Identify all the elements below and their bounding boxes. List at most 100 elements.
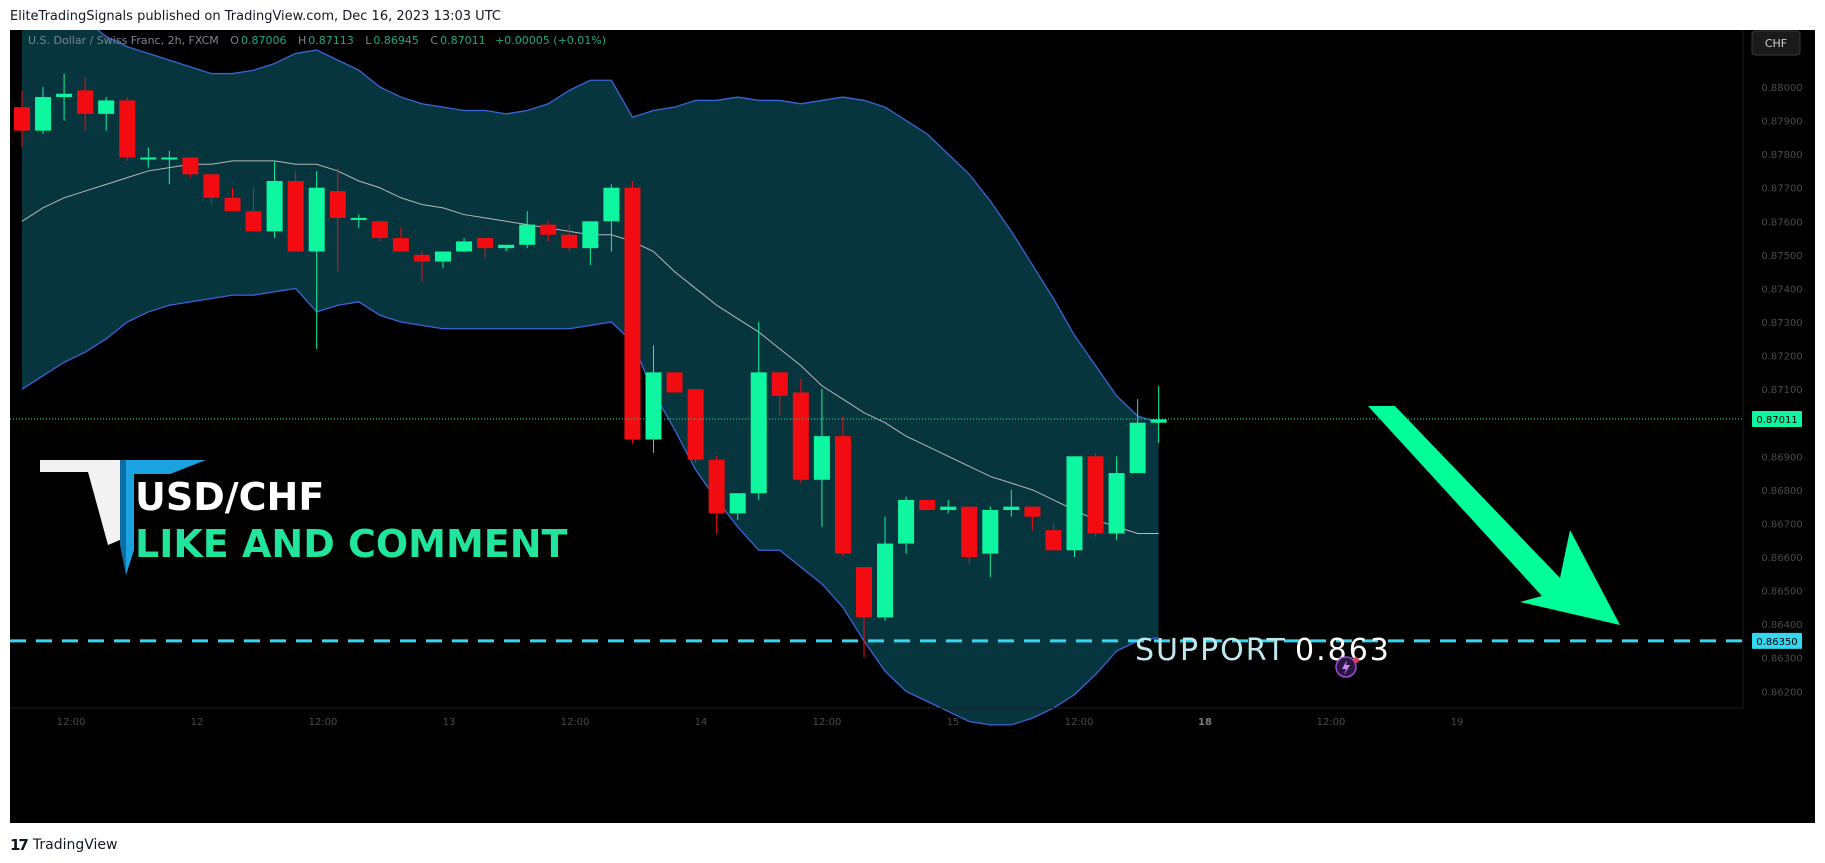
candle-body [413, 254, 430, 262]
candle-body [329, 191, 346, 218]
candle [14, 90, 30, 148]
time-tick: 15 [947, 717, 960, 728]
candle [834, 416, 851, 557]
candle-body [371, 221, 388, 239]
price-tick: 0.86500 [1761, 587, 1802, 598]
price-chart[interactable]: U.S. Dollar / Swiss Franc, 2h, FXCM O 0.8… [10, 0, 1815, 823]
support-price-badge-text: 0.86350 [1756, 637, 1797, 648]
candle-body [1150, 419, 1167, 423]
candle-body [877, 543, 894, 618]
candle [1108, 456, 1125, 541]
candle-body [98, 100, 115, 114]
overlays [10, 406, 1743, 643]
time-tick: 14 [695, 717, 708, 728]
legend-h-label: H [298, 34, 306, 47]
candle [856, 567, 872, 658]
candles [14, 73, 1167, 658]
last-price-badge-text: 0.87011 [1756, 415, 1797, 426]
time-tick: 12:00 [561, 717, 590, 728]
candle [456, 238, 473, 252]
candle [1129, 399, 1146, 474]
candle-body [856, 567, 872, 618]
price-tick: 0.87600 [1761, 217, 1802, 228]
candle [266, 160, 283, 239]
candle-body [1129, 422, 1146, 474]
candle [519, 211, 536, 249]
legend-o-label: O [230, 34, 239, 47]
candle-body [940, 506, 957, 510]
price-tick: 0.86300 [1761, 654, 1802, 665]
candle-body [834, 436, 851, 554]
candle [961, 506, 978, 564]
candle [919, 499, 936, 510]
price-tick: 0.86400 [1761, 620, 1802, 631]
candle [813, 389, 830, 527]
publish-info: EliteTradingSignals published on Trading… [10, 9, 501, 24]
candle-body [750, 372, 767, 494]
candle-body [14, 107, 30, 131]
legend-low: 0.86945 [373, 34, 419, 47]
candle-body [161, 157, 178, 160]
trading-signals-logo [40, 460, 206, 575]
band-lower-line [21, 287, 1159, 726]
legend-change: +0.00005 (+0.01%) [495, 34, 606, 47]
legend-c-label: C [430, 34, 438, 47]
time-tick: 12:00 [57, 717, 86, 728]
tradingview-logo-icon: 17 [10, 836, 29, 854]
time-axis[interactable]: 12:00 12 12:00 13 12:00 14 12:00 15 12:00 18 12:00… [10, 707, 1743, 728]
price-tick: 0.86900 [1761, 452, 1802, 463]
price-tick: 0.87900 [1761, 117, 1802, 128]
candle-body [77, 90, 94, 114]
price-tick: 0.87500 [1761, 251, 1802, 262]
candle [729, 493, 746, 521]
candle [203, 174, 220, 205]
candle-body [729, 493, 746, 514]
tradingview-brand[interactable]: TradingView [32, 837, 118, 853]
candle-body [708, 459, 725, 514]
candle [77, 76, 94, 131]
price-axis[interactable]: 0.88000 0.87900 0.87800 0.87700 0.87600 0.875… [1742, 30, 1803, 708]
currency-button[interactable]: CHF [1751, 30, 1801, 56]
candle-body [624, 187, 641, 440]
candle [119, 97, 136, 161]
candle [708, 456, 725, 534]
time-tick: 12:00 [1317, 717, 1346, 728]
candle [1003, 489, 1020, 517]
candle-body [961, 506, 978, 557]
candle-body [477, 238, 494, 249]
time-tick: 12:00 [1065, 717, 1094, 728]
candle [750, 322, 767, 500]
time-tick: 12:00 [309, 717, 338, 728]
candle-body [898, 499, 915, 544]
candle [224, 187, 241, 212]
candle-body [245, 211, 262, 232]
candle-body [645, 372, 662, 440]
candle [771, 372, 788, 416]
candle-body [182, 157, 199, 175]
candle-body [287, 181, 304, 252]
candle [413, 251, 430, 282]
candle-body [224, 197, 241, 212]
candle [35, 87, 52, 134]
flash-icon[interactable] [1335, 656, 1359, 678]
candle-body [56, 93, 73, 98]
pair-title: USD/CHF [135, 475, 324, 519]
price-tick: 0.87700 [1761, 184, 1802, 195]
candle-body [456, 241, 473, 252]
support-price-badge-bg [1752, 632, 1802, 649]
candle-body [582, 221, 599, 249]
candle-body [771, 372, 788, 396]
candle [308, 170, 325, 349]
candle [982, 506, 999, 578]
chart-area[interactable]: U.S. Dollar / Swiss Franc, 2h, FXCM O 0.8… [10, 0, 1815, 823]
price-tick: 0.87200 [1761, 352, 1802, 363]
candle-body [1066, 456, 1083, 551]
candle [1066, 456, 1083, 557]
candle-body [392, 238, 409, 252]
price-tick: 0.87400 [1761, 284, 1802, 295]
candle-body [203, 174, 220, 198]
candle [1045, 523, 1062, 551]
candle [435, 251, 451, 269]
time-tick: 12:00 [813, 717, 842, 728]
currency-label: CHF [1765, 37, 1787, 50]
